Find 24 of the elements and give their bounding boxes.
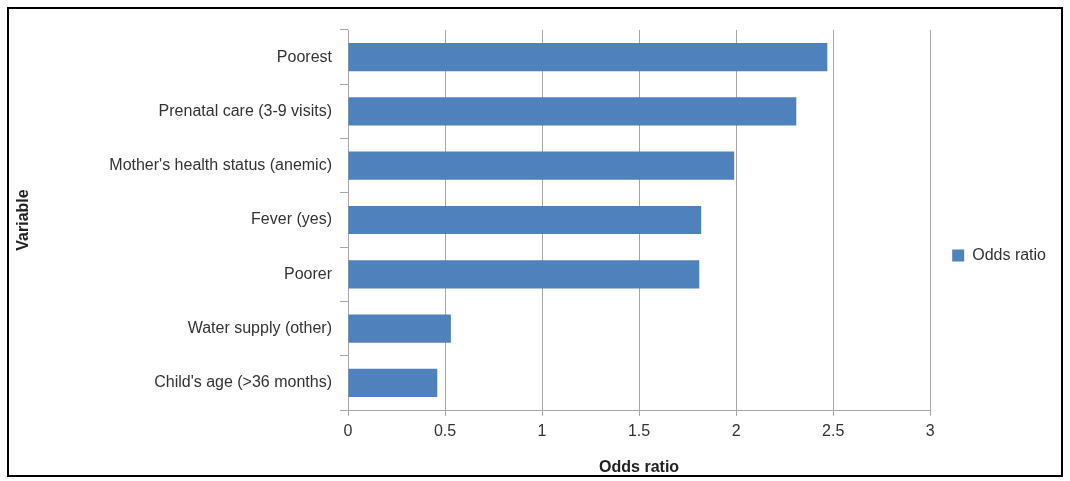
y-tick-label: Child's age (>36 months) — [154, 373, 332, 391]
y-tick-label: Prenatal care (3-9 visits) — [158, 101, 332, 119]
y-tick-label: Fever (yes) — [251, 210, 332, 228]
bar — [348, 43, 828, 72]
legend-label: Odds ratio — [972, 245, 1047, 263]
bar — [348, 260, 700, 289]
x-tick-label: 2.5 — [822, 422, 845, 440]
y-tick-label: Water supply (other) — [187, 318, 332, 336]
y-axis-title: Variable — [14, 189, 32, 251]
x-tick-label: 1.5 — [627, 422, 651, 440]
bar — [348, 314, 451, 343]
y-tick-label: Poorer — [283, 264, 333, 282]
x-axis-title: Odds ratio — [599, 457, 680, 475]
y-tick-label: Poorest — [276, 47, 333, 65]
y-tick-label: Mother's health status (anemic) — [109, 156, 332, 174]
bar — [348, 151, 735, 180]
bar — [348, 368, 438, 397]
x-tick-label: 0.5 — [433, 422, 457, 440]
x-tick-label: 0 — [343, 422, 353, 440]
x-tick-label: 1 — [537, 422, 547, 440]
x-tick-label: 2 — [731, 422, 741, 440]
bar — [348, 97, 797, 126]
bar — [348, 205, 702, 235]
x-tick-label: 3 — [925, 422, 935, 440]
